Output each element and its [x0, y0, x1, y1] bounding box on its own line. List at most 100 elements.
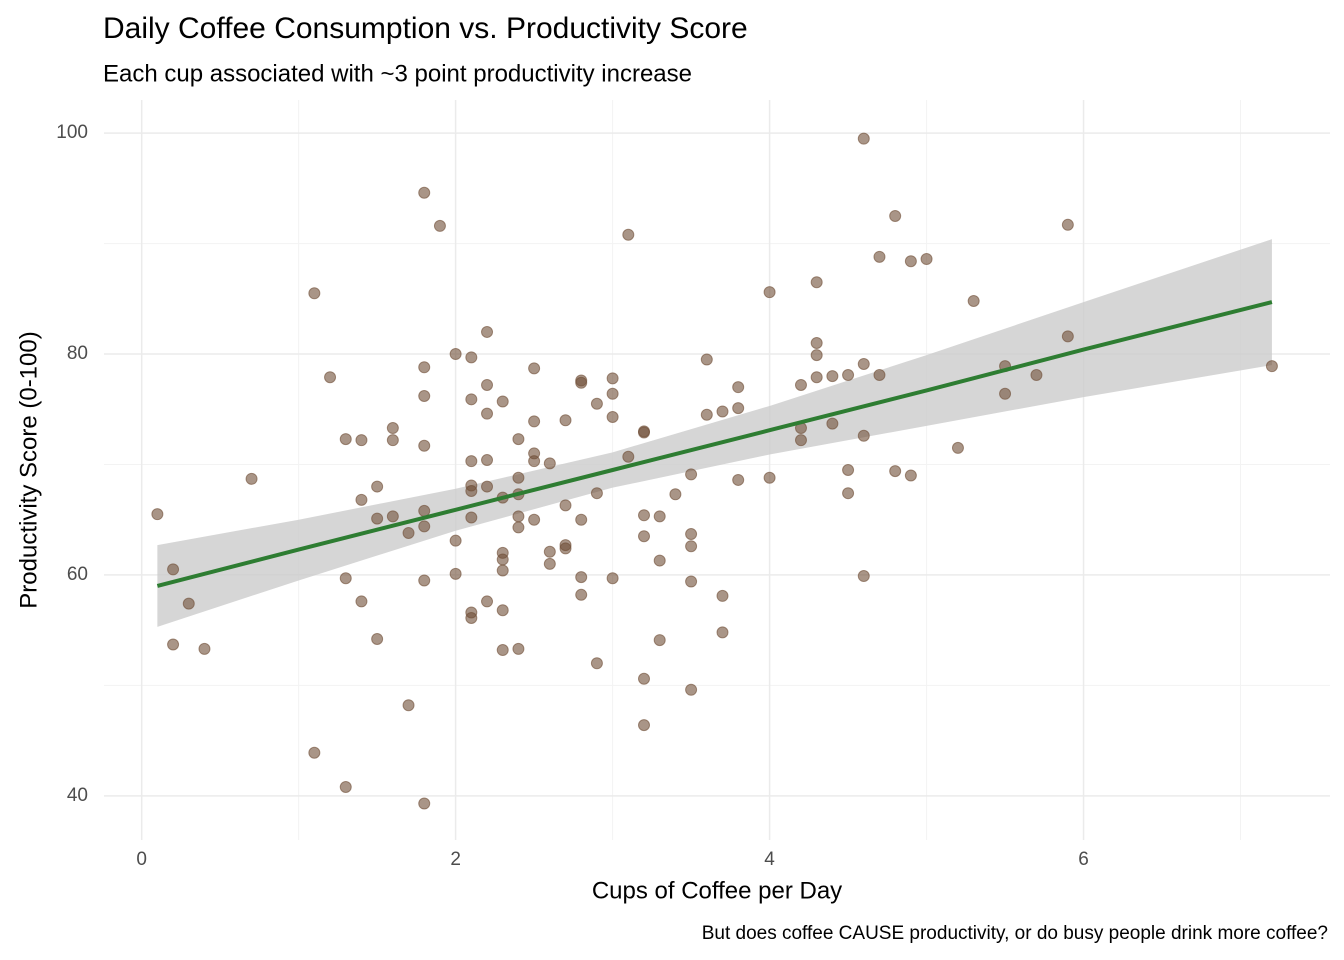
point: [371, 480, 384, 493]
point: [465, 612, 478, 624]
point: [857, 357, 870, 370]
point: [465, 351, 478, 364]
point: [653, 510, 666, 523]
point: [418, 797, 431, 810]
point: [198, 642, 211, 655]
point: [873, 369, 886, 382]
confidence-band: [157, 239, 1272, 627]
point: [496, 395, 509, 408]
point: [606, 572, 619, 585]
point: [685, 575, 698, 588]
point: [1265, 360, 1278, 373]
point: [481, 325, 494, 338]
point: [638, 672, 651, 685]
point: [920, 253, 933, 266]
point: [732, 381, 745, 394]
y-tick-label: 100: [56, 122, 88, 143]
point: [481, 454, 494, 467]
point: [418, 439, 431, 452]
point: [355, 493, 368, 506]
point: [465, 484, 478, 497]
point: [732, 473, 745, 486]
point: [465, 511, 478, 524]
point: [575, 571, 588, 584]
point: [842, 487, 855, 500]
point: [418, 520, 431, 533]
point: [638, 530, 651, 543]
point: [371, 632, 384, 645]
point: [386, 510, 399, 523]
point: [857, 429, 870, 442]
y-axis-title: Productivity Score (0-100): [15, 331, 42, 608]
point: [590, 397, 603, 410]
point: [402, 526, 415, 539]
point: [386, 434, 399, 447]
point: [732, 402, 745, 415]
point: [449, 348, 462, 361]
y-tick-label: 40: [67, 785, 88, 806]
point: [449, 534, 462, 547]
point: [528, 513, 541, 526]
point: [810, 276, 823, 289]
point: [339, 780, 352, 793]
point: [716, 626, 729, 639]
y-tick-label: 60: [67, 564, 88, 585]
point: [1030, 369, 1043, 382]
point: [481, 480, 494, 493]
point: [763, 286, 776, 299]
point: [308, 287, 321, 300]
point: [873, 250, 886, 263]
point: [481, 407, 494, 420]
point: [622, 450, 635, 463]
point: [685, 540, 698, 553]
x-axis-title: Cups of Coffee per Day: [592, 877, 842, 904]
point: [402, 699, 415, 712]
point: [1061, 330, 1074, 343]
point: [371, 512, 384, 525]
point: [559, 414, 572, 427]
point: [167, 638, 180, 651]
point: [904, 469, 917, 482]
point: [355, 434, 368, 447]
point: [512, 642, 525, 655]
point: [528, 455, 541, 468]
point: [999, 387, 1012, 400]
regression-line: [156, 300, 1273, 588]
point: [716, 405, 729, 418]
point: [512, 510, 525, 523]
x-tick-label: 0: [136, 849, 147, 870]
point: [481, 595, 494, 608]
point: [590, 487, 603, 500]
point: [512, 433, 525, 446]
point: [1061, 218, 1074, 231]
x-tick-label: 6: [1078, 849, 1089, 870]
point: [763, 471, 776, 484]
point: [496, 564, 509, 577]
point: [904, 255, 917, 268]
point: [685, 468, 698, 481]
point: [339, 572, 352, 585]
point: [810, 371, 823, 384]
point: [324, 371, 337, 384]
point: [716, 589, 729, 602]
point: [496, 553, 509, 566]
point: [685, 528, 698, 541]
point: [528, 362, 541, 375]
point: [653, 634, 666, 647]
point: [575, 588, 588, 601]
point: [889, 465, 902, 478]
point: [151, 508, 164, 521]
point: [465, 455, 478, 468]
point: [606, 410, 619, 423]
point: [638, 719, 651, 732]
point: [308, 746, 321, 759]
point: [700, 353, 713, 366]
point: [245, 472, 258, 485]
point: [700, 408, 713, 421]
point: [433, 219, 446, 232]
point: [842, 369, 855, 382]
point: [182, 597, 195, 610]
point: [575, 376, 588, 389]
point: [512, 471, 525, 484]
point: [449, 567, 462, 580]
